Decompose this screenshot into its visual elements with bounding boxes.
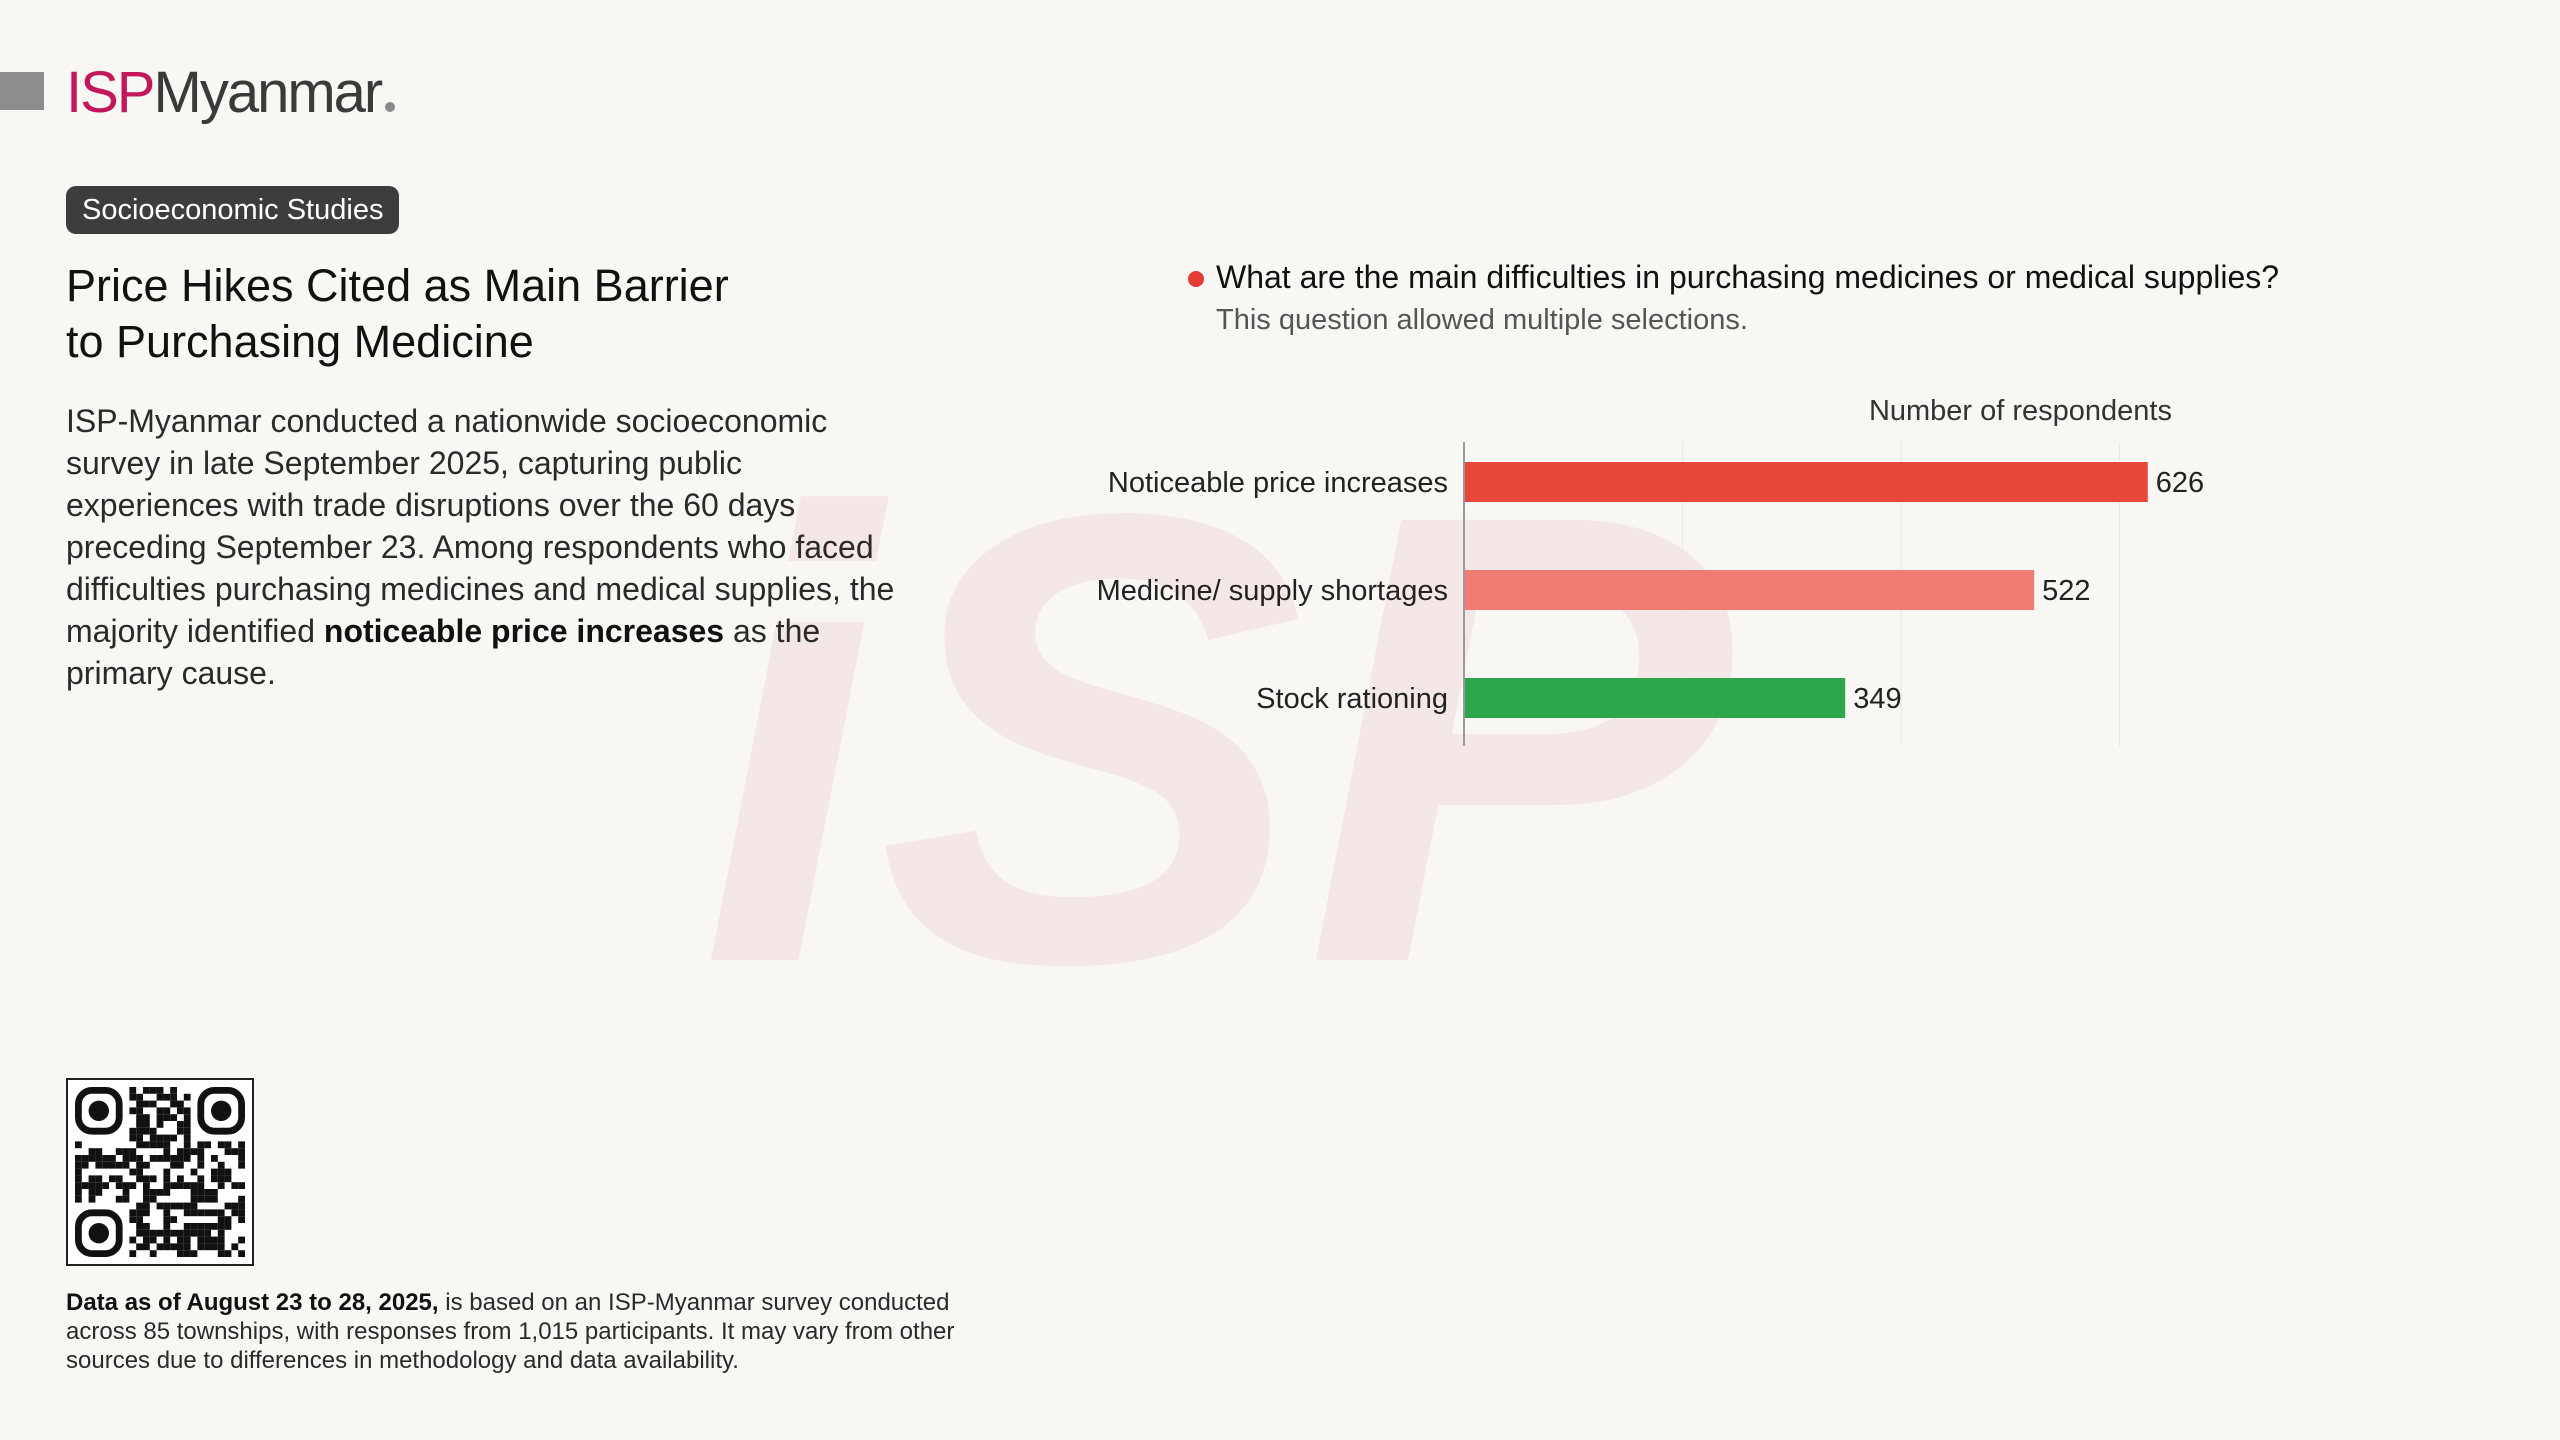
category-label: Noticeable price increases	[1108, 467, 1448, 499]
data-label: 626	[2156, 467, 2204, 499]
category-badge: Socioeconomic Studies	[66, 186, 400, 234]
body-text-end: as the primary cause.	[66, 613, 821, 691]
body-text: ISP-Myanmar conducted a nationwide socio…	[66, 403, 895, 649]
bar-chart: Number of respondents Noticeable price in…	[1097, 395, 2204, 746]
chart-note: This question allowed multiple selection…	[1216, 304, 1748, 336]
bar-1	[1464, 462, 2148, 502]
page-title: Price Hikes Cited as Main Barrier to Pur…	[66, 258, 826, 370]
bar-2	[1464, 570, 2035, 610]
red-dot-icon	[1188, 271, 1204, 287]
footnote-text: is based on an ISP-Myanmar survey conduc…	[66, 1289, 955, 1374]
brand-logo: ISPMyanmar	[66, 58, 396, 128]
brand-name: Myanmar	[153, 60, 384, 125]
brand-dot-icon	[385, 102, 396, 112]
chart-question: What are the main difficulties in purcha…	[1216, 259, 2280, 295]
data-label: 349	[1853, 683, 1901, 715]
title-line-2: to Purchasing Medicine	[66, 316, 534, 367]
body-paragraph: ISP-Myanmar conducted a nationwide socio…	[66, 400, 896, 694]
qr-code-graphic	[74, 1086, 246, 1258]
svg-text:iSP: iSP	[700, 440, 1735, 1000]
isp-watermark: iSP	[700, 440, 1735, 1000]
brand-isp: ISP	[66, 60, 155, 125]
body-highlight: noticeable price increases	[323, 613, 725, 649]
qr-code-icon[interactable]	[66, 1078, 254, 1266]
title-line-1: Price Hikes Cited as Main Barrier	[66, 260, 729, 311]
bar-3	[1464, 678, 1846, 718]
corner-marker	[0, 72, 44, 110]
category-label: Stock rationing	[1256, 683, 1448, 715]
footnote: Data as of August 23 to 28, 2025, is bas…	[66, 1288, 1006, 1375]
x-axis-label: Number of respondents	[1869, 395, 2172, 427]
data-label: 522	[2042, 575, 2090, 607]
footnote-date: Data as of August 23 to 28, 2025,	[66, 1289, 439, 1316]
category-label: Medicine/ supply shortages	[1097, 575, 1448, 607]
